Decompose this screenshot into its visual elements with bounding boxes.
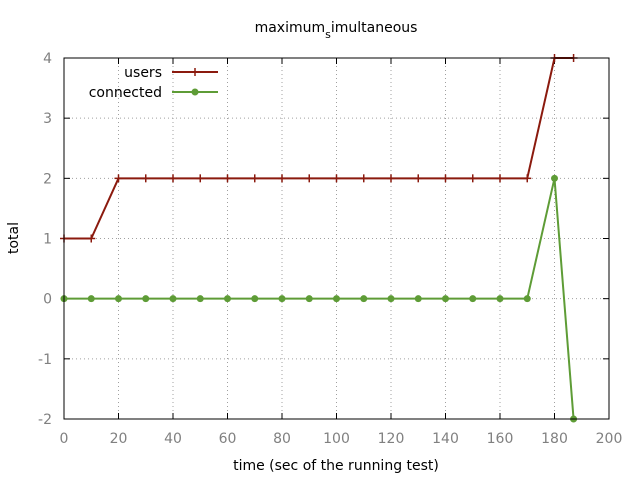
x-tick-label: 100 xyxy=(323,431,350,447)
data-point-connected xyxy=(142,295,150,303)
data-point-connected xyxy=(469,295,477,303)
series-line-connected xyxy=(64,177,575,420)
y-tick-label: 1 xyxy=(43,232,52,248)
chart-title-sub: s xyxy=(325,28,331,41)
tick-labels: 0 20 40 60 80 100 120 140 160 180 200 -2 -1 0 1 2 3 4 xyxy=(38,51,622,447)
data-point-connected xyxy=(523,295,531,303)
chart-title: maximumsimultaneous xyxy=(255,20,418,41)
data-point-users xyxy=(359,174,368,183)
x-tick-label: 40 xyxy=(164,431,182,447)
x-tick-label: 120 xyxy=(378,431,405,447)
x-tick-label: 200 xyxy=(596,431,623,447)
data-point-connected xyxy=(278,295,286,303)
legend-label-connected: connected xyxy=(89,85,162,101)
x-tick-label: 20 xyxy=(110,431,128,447)
data-point-connected xyxy=(224,295,231,303)
x-tick-label: 60 xyxy=(219,431,237,447)
x-tick-label: 140 xyxy=(432,431,459,447)
data-point-users xyxy=(87,234,96,243)
data-point-users xyxy=(278,174,286,183)
legend-marker-connected xyxy=(191,88,199,96)
data-point-connected xyxy=(115,295,122,303)
data-point-connected xyxy=(496,295,504,303)
legend: users connected xyxy=(89,65,218,101)
data-point-connected xyxy=(442,295,449,303)
data-point-connected xyxy=(360,295,368,303)
data-point-users xyxy=(114,174,123,183)
y-tick-label: -2 xyxy=(38,412,52,428)
data-point-users xyxy=(441,174,450,183)
data-point-users xyxy=(305,174,314,183)
data-point-users xyxy=(141,174,150,183)
x-tick-label: 80 xyxy=(273,431,291,447)
data-point-users xyxy=(414,174,423,183)
chart-title-pre: maximum xyxy=(255,20,326,36)
data-point-connected xyxy=(87,295,95,303)
data-point-connected xyxy=(305,295,313,303)
data-point-users xyxy=(250,174,259,183)
data-point-users xyxy=(332,174,341,183)
x-tick-label: 180 xyxy=(541,431,568,447)
data-point-users xyxy=(468,174,477,183)
y-tick-label: 0 xyxy=(43,292,52,308)
data-point-connected xyxy=(333,295,340,303)
data-point-connected xyxy=(414,295,422,303)
data-point-connected xyxy=(387,295,395,303)
data-point-users xyxy=(223,174,232,183)
data-point-users xyxy=(523,174,532,183)
series-line-users xyxy=(64,57,574,240)
series-layer xyxy=(60,54,578,423)
plot-frame xyxy=(63,57,610,420)
y-tick-label: 3 xyxy=(43,111,52,127)
chart-title-post: imultaneous xyxy=(331,20,418,36)
data-point-users xyxy=(169,174,177,183)
data-point-connected xyxy=(169,295,177,303)
y-tick-label: 2 xyxy=(43,171,52,187)
data-point-connected xyxy=(551,174,558,182)
legend-label-users: users xyxy=(124,65,162,81)
data-point-connected xyxy=(251,295,259,303)
legend-marker-users xyxy=(191,68,199,76)
y-axis-title: total xyxy=(6,222,22,254)
data-point-users xyxy=(196,174,205,183)
x-tick-label: 0 xyxy=(60,431,69,447)
data-point-users xyxy=(496,174,504,183)
grid xyxy=(63,57,610,420)
y-tick-label: 4 xyxy=(43,51,52,67)
data-point-users xyxy=(387,174,395,183)
data-point-connected xyxy=(196,295,204,303)
y-tick-label: -1 xyxy=(38,352,52,368)
x-axis-title: time (sec of the running test) xyxy=(233,458,439,474)
x-tick-label: 160 xyxy=(487,431,514,447)
